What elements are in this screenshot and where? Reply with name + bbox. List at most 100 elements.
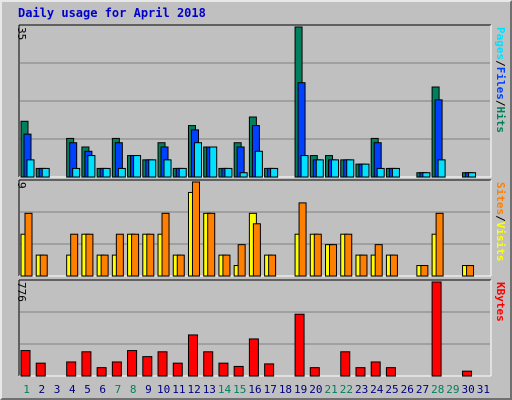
- bar-pages-day-24: [376, 167, 385, 178]
- x-tick-label-day-21: 21: [325, 383, 338, 396]
- legend-entry: Files: [494, 67, 507, 100]
- x-tick-label-day-8: 8: [130, 383, 137, 396]
- x-tick-label-day-7: 7: [115, 383, 122, 396]
- bar-sites-day-1: [24, 212, 33, 277]
- bar-sites-day-7: [115, 233, 124, 277]
- bar-kbytes-day-5: [81, 351, 92, 377]
- legend-entry: Pages: [494, 27, 507, 60]
- bar-kbytes-day-17: [264, 363, 275, 377]
- x-tick-label-day-3: 3: [54, 383, 61, 396]
- x-tick-label-day-20: 20: [309, 383, 322, 396]
- bar-kbytes-day-6: [96, 367, 107, 377]
- bar-kbytes-day-10: [157, 351, 168, 377]
- bar-pages-day-23: [361, 163, 370, 178]
- bar-sites-day-10: [161, 212, 170, 277]
- bar-sites-day-14: [222, 254, 231, 277]
- x-tick-label-day-4: 4: [69, 383, 76, 396]
- legend-entry: /: [494, 100, 507, 107]
- bar-pages-day-28: [437, 159, 446, 178]
- x-tick-label-day-19: 19: [294, 383, 307, 396]
- bar-pages-day-9: [148, 159, 157, 178]
- x-tick-label-day-22: 22: [340, 383, 353, 396]
- x-tick-label-day-5: 5: [84, 383, 91, 396]
- bar-pages-day-4: [72, 167, 81, 178]
- x-tick-label-day-6: 6: [99, 383, 106, 396]
- chart-title: Daily usage for April 2018: [18, 6, 206, 20]
- y-max-label-kbytes: 776: [15, 282, 28, 302]
- bar-kbytes-day-14: [218, 362, 229, 377]
- legend-entry: Sites: [494, 182, 507, 215]
- bar-sites-day-19: [298, 202, 307, 277]
- x-tick-label-day-26: 26: [401, 383, 414, 396]
- x-tick-label-day-15: 15: [233, 383, 246, 396]
- bar-pages-day-15: [239, 172, 248, 178]
- bar-sites-day-22: [344, 233, 353, 277]
- x-tick-label-day-27: 27: [416, 383, 429, 396]
- bar-sites-day-17: [268, 254, 277, 277]
- bar-kbytes-day-12: [187, 334, 198, 377]
- bar-kbytes-day-22: [340, 351, 351, 377]
- x-tick-label-day-17: 17: [264, 383, 277, 396]
- bar-pages-day-10: [163, 159, 172, 178]
- bar-pages-day-19: [300, 155, 309, 178]
- bar-sites-day-4: [70, 233, 79, 277]
- bar-sites-day-9: [146, 233, 155, 277]
- bar-sites-day-8: [131, 233, 140, 277]
- bar-pages-day-14: [224, 167, 233, 178]
- x-tick-label-day-2: 2: [39, 383, 46, 396]
- bar-pages-day-27: [422, 172, 431, 178]
- bar-sites-day-16: [252, 223, 261, 277]
- bar-pages-day-22: [346, 159, 355, 178]
- bar-pages-day-6: [102, 167, 111, 178]
- bar-sites-day-13: [207, 212, 216, 277]
- legend-hits-files-pages: Pages/Files/Hits: [494, 27, 507, 133]
- bar-pages-day-12: [193, 142, 202, 178]
- bar-pages-day-5: [87, 155, 96, 178]
- bar-pages-day-20: [315, 159, 324, 178]
- bar-pages-day-1: [26, 159, 35, 178]
- y-max-label-hits-files-pages: 35: [15, 27, 28, 40]
- legend-entry: Visits: [494, 222, 507, 262]
- bar-sites-day-24: [374, 244, 383, 277]
- y-max-label-visits-sites: 9: [15, 182, 28, 189]
- bar-pages-day-2: [41, 167, 50, 178]
- bar-sites-day-5: [85, 233, 94, 277]
- x-tick-label-day-16: 16: [248, 383, 261, 396]
- bar-kbytes-day-24: [370, 361, 381, 377]
- x-tick-label-day-9: 9: [145, 383, 152, 396]
- bar-kbytes-day-30: [462, 370, 473, 377]
- bar-sites-day-21: [329, 244, 338, 277]
- bar-sites-day-27: [420, 265, 429, 277]
- x-tick-label-day-29: 29: [446, 383, 459, 396]
- bar-sites-day-12: [191, 181, 200, 277]
- bar-kbytes-day-13: [203, 351, 214, 377]
- x-tick-label-day-30: 30: [462, 383, 475, 396]
- bar-kbytes-day-1: [20, 350, 31, 377]
- bar-sites-day-15: [237, 244, 246, 277]
- bar-kbytes-day-16: [248, 338, 259, 377]
- bar-kbytes-day-7: [111, 361, 122, 377]
- x-tick-label-day-14: 14: [218, 383, 232, 396]
- bar-sites-day-20: [313, 233, 322, 277]
- legend-kbytes: KBytes: [494, 282, 507, 322]
- x-tick-label-day-24: 24: [370, 383, 384, 396]
- legend-entry: /: [494, 60, 507, 67]
- bar-kbytes-day-9: [142, 356, 153, 377]
- bar-sites-day-6: [100, 254, 109, 277]
- bar-kbytes-day-11: [172, 362, 183, 377]
- bar-kbytes-day-20: [309, 367, 320, 377]
- bar-pages-day-11: [178, 167, 187, 178]
- bar-kbytes-day-4: [66, 361, 77, 377]
- bar-sites-day-25: [389, 254, 398, 277]
- bar-pages-day-17: [270, 167, 279, 178]
- bar-kbytes-day-8: [127, 350, 138, 377]
- bar-pages-day-30: [468, 172, 477, 178]
- bar-pages-day-8: [133, 155, 142, 178]
- bar-sites-day-28: [435, 212, 444, 277]
- x-tick-label-day-10: 10: [157, 383, 170, 396]
- bar-kbytes-day-15: [233, 365, 244, 377]
- x-tick-label-day-13: 13: [203, 383, 216, 396]
- x-tick-label-day-1: 1: [23, 383, 30, 396]
- bar-kbytes-day-19: [294, 313, 305, 377]
- bar-pages-day-7: [117, 167, 126, 178]
